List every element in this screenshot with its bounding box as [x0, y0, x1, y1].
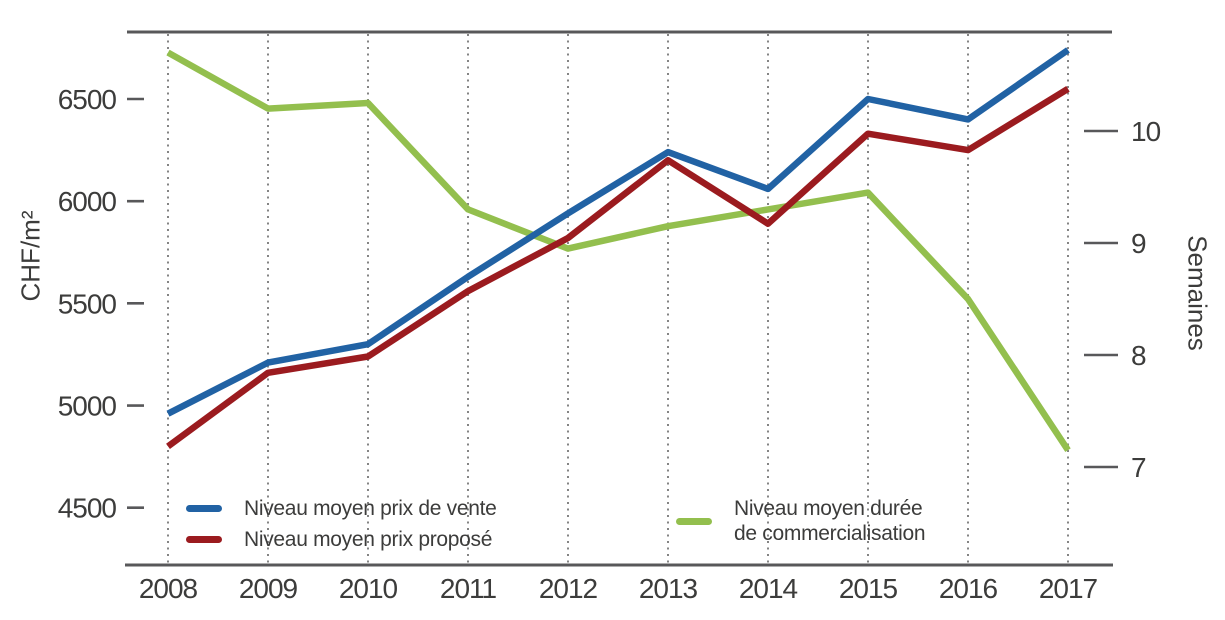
x-tick-label: 2014 — [739, 573, 798, 604]
x-tick-label: 2015 — [839, 573, 898, 604]
y-left-tick-label: 4500 — [58, 493, 117, 524]
y-right-tick-label: 10 — [1131, 116, 1161, 147]
y-left-tick-label: 6500 — [58, 84, 117, 115]
legend-item-prix-de-vente: Niveau moyen prix de vente — [186, 496, 497, 521]
y-right-tick-label: 8 — [1131, 340, 1146, 371]
y-right-tick-label: 9 — [1131, 228, 1146, 259]
x-tick-label: 2009 — [239, 573, 298, 604]
legend-swatch-green — [676, 517, 712, 525]
series-line-0 — [166, 47, 1070, 417]
x-tick-label: 2010 — [339, 573, 398, 604]
legend-label-line1: Niveau moyen durée — [734, 497, 923, 520]
x-tick-label: 2016 — [939, 573, 998, 604]
legend-label: Niveau moyen prix de vente — [244, 497, 497, 520]
y-left-tick-label: 5500 — [58, 288, 117, 319]
legend-label: Niveau moyen prix proposé — [244, 528, 493, 551]
x-tick-label: 2017 — [1039, 573, 1098, 604]
series-line-1 — [166, 86, 1070, 450]
y-left-tick-label: 6000 — [58, 186, 117, 217]
x-tick-label: 2012 — [539, 573, 598, 604]
y-left-tick-label: 5000 — [58, 391, 117, 422]
legend-item-duree-commercialisation: Niveau moyen durée de commercialisation — [676, 496, 926, 546]
legend-label-line2: de commercialisation — [734, 522, 926, 545]
y-right-tick-label: 7 — [1131, 452, 1146, 483]
series-line-2 — [166, 49, 1071, 452]
legend-swatch-red — [186, 536, 222, 543]
y-left-axis-label: CHF/m² — [15, 210, 46, 302]
legend-swatch-blue — [186, 505, 222, 512]
legend-item-prix-propose: Niveau moyen prix proposé — [186, 527, 492, 552]
x-tick-label: 2013 — [639, 573, 698, 604]
x-tick-label: 2008 — [139, 573, 198, 604]
y-right-axis-label: Semaines — [1182, 235, 1213, 351]
x-tick-label: 2011 — [440, 573, 497, 604]
legend-label: Niveau moyen durée de commercialisation — [734, 496, 926, 546]
